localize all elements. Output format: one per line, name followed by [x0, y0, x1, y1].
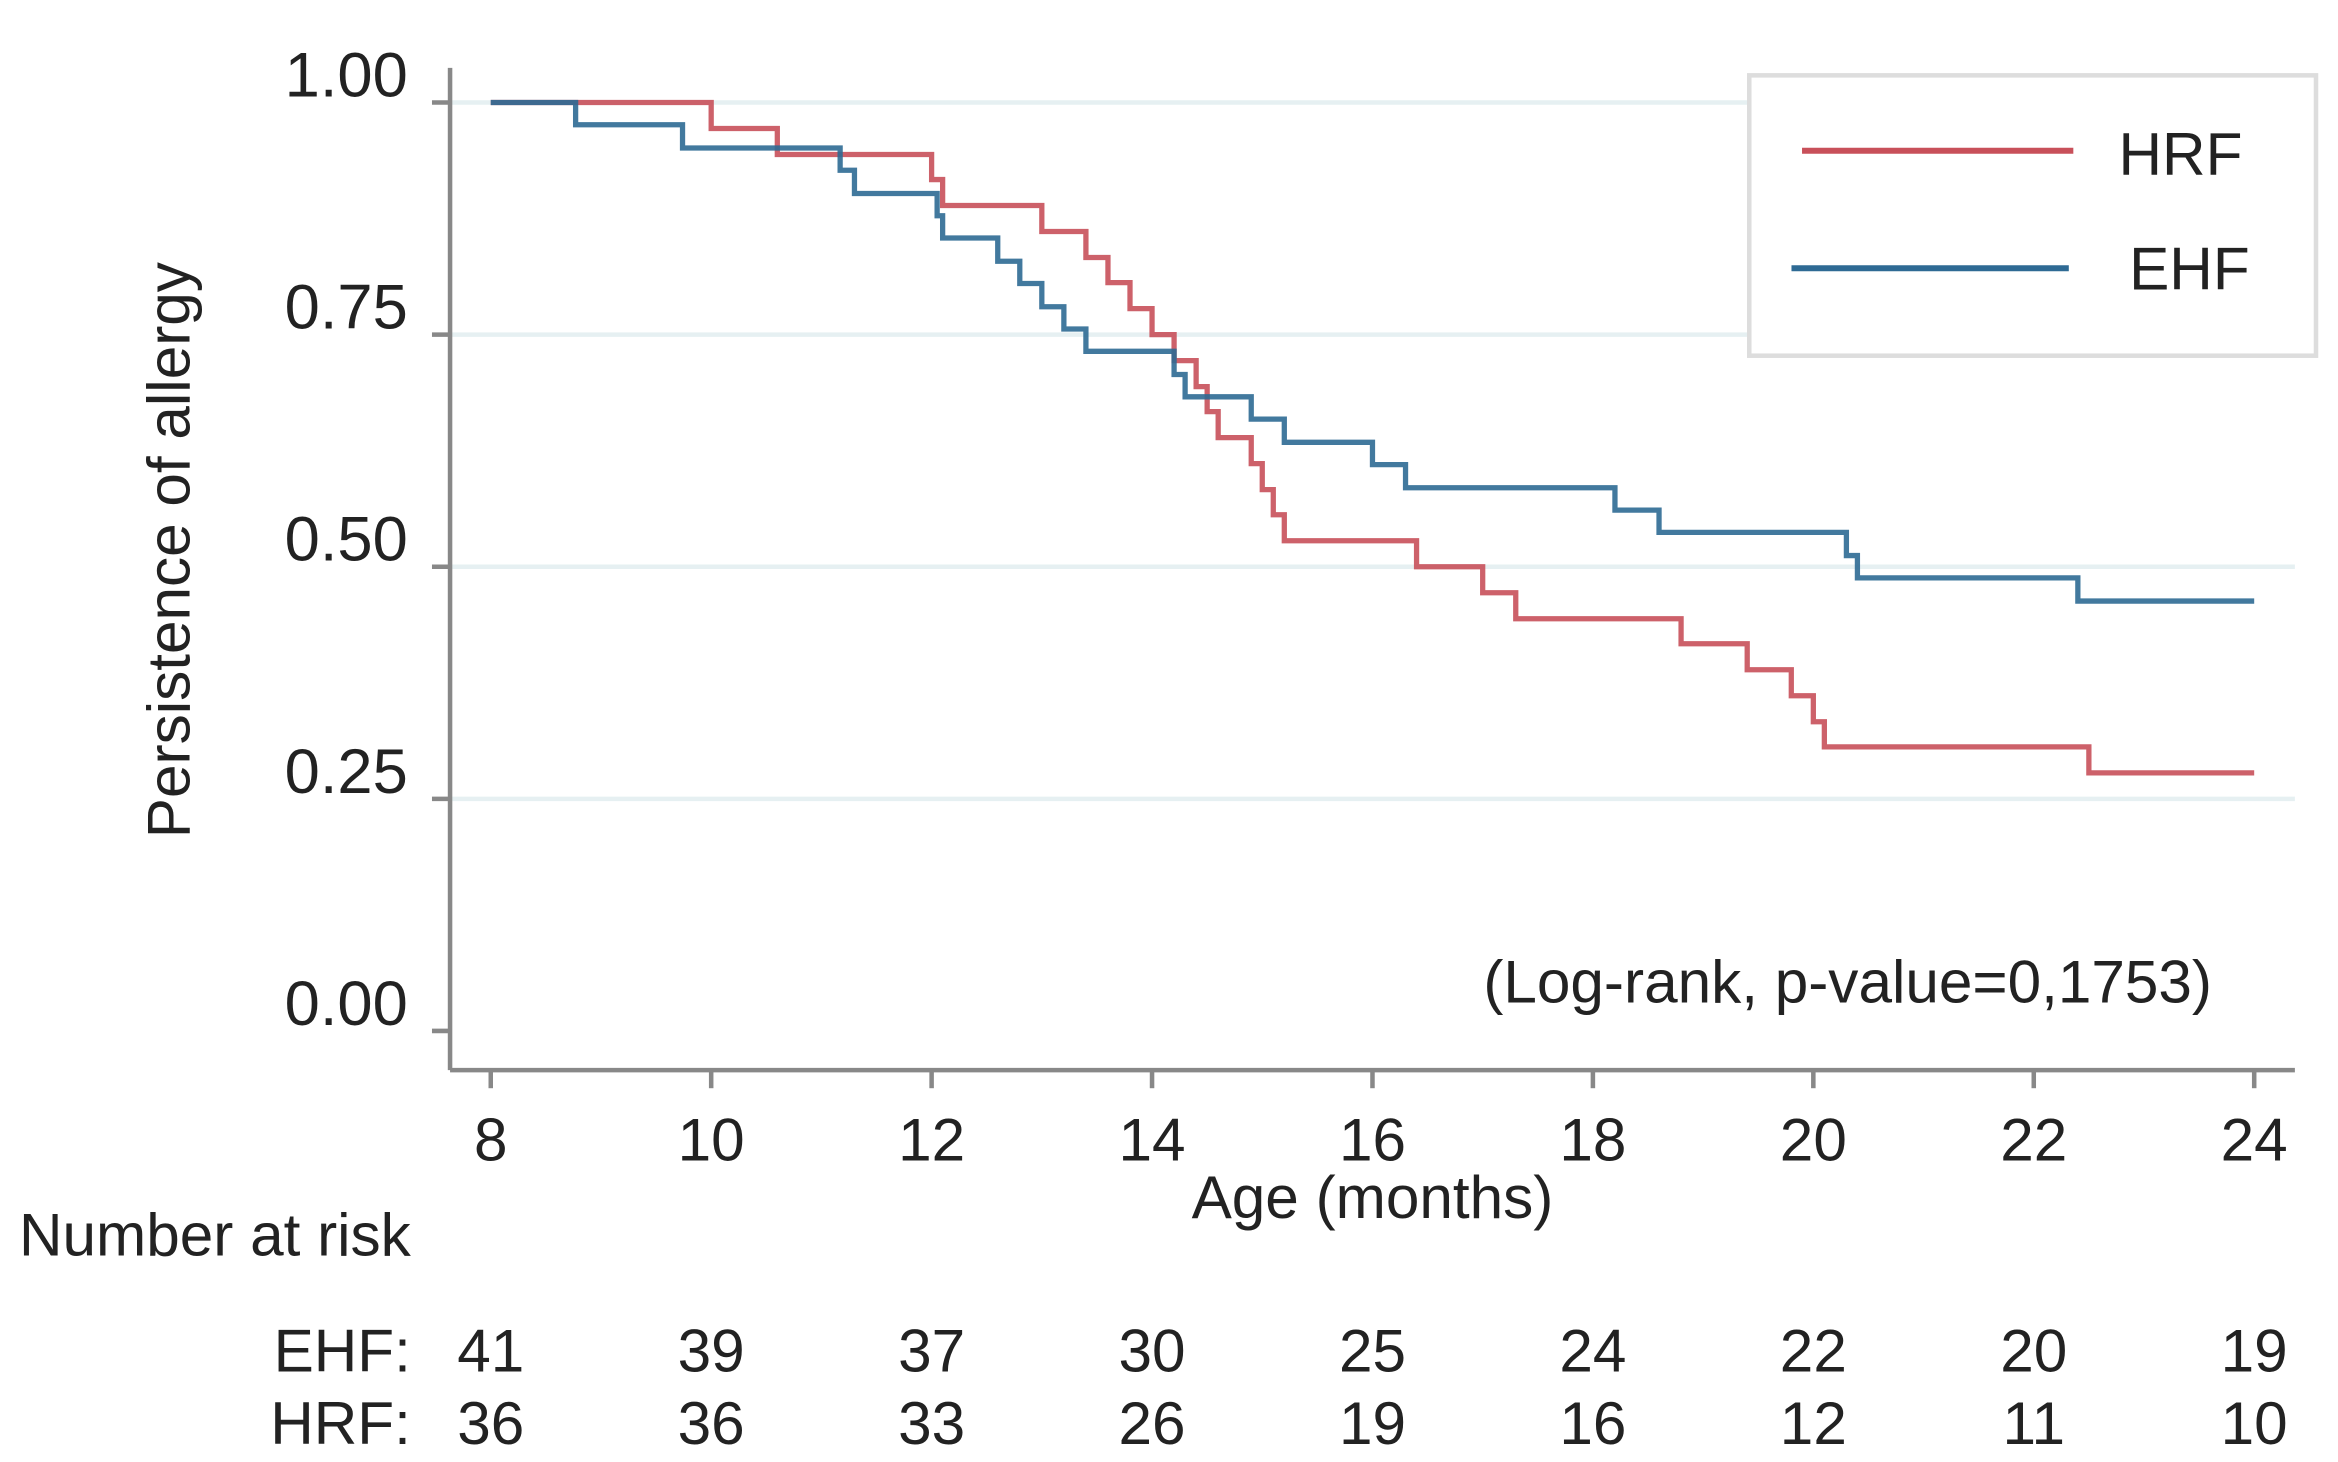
- risk-value: 12: [1780, 1389, 1847, 1457]
- risk-value: 36: [457, 1389, 524, 1457]
- risk-value: 20: [2000, 1317, 2067, 1385]
- y-tick-label: 0.25: [285, 737, 408, 807]
- x-tick-label: 14: [1119, 1106, 1186, 1174]
- y-axis-label: Persistence of allergy: [134, 261, 202, 838]
- y-tick-label: 0.75: [285, 273, 408, 343]
- y-tick-label: 0.50: [285, 505, 408, 575]
- risk-value: 41: [457, 1317, 524, 1385]
- legend-label-ehf: EHF: [2129, 234, 2250, 302]
- risk-value: 16: [1559, 1389, 1626, 1457]
- risk-row-label: HRF:: [270, 1389, 411, 1457]
- legend-box: [1747, 73, 2319, 358]
- risk-value: 37: [898, 1317, 965, 1385]
- series-line-ehf: [490, 99, 2255, 604]
- y-tick-label: 0.00: [285, 969, 408, 1039]
- logrank-annotation: (Log-rank, p-value=0,1753): [1483, 947, 2212, 1015]
- risk-value: 25: [1339, 1317, 1406, 1385]
- risk-value: 10: [2221, 1389, 2288, 1457]
- x-tick-label: 8: [474, 1106, 508, 1174]
- x-axis-label: Age (months): [1192, 1163, 1554, 1231]
- risk-row-label: EHF:: [274, 1317, 411, 1385]
- x-tick-label: 10: [678, 1106, 745, 1174]
- x-tick-label: 18: [1559, 1106, 1626, 1174]
- risk-value: 19: [1339, 1389, 1406, 1457]
- legend-label-hrf: HRF: [2119, 120, 2243, 188]
- risk-value: 19: [2221, 1317, 2288, 1385]
- risk-value: 33: [898, 1389, 965, 1457]
- risk-value: 39: [678, 1317, 745, 1385]
- x-tick-label: 20: [1780, 1106, 1847, 1174]
- risk-value: 26: [1119, 1389, 1186, 1457]
- y-tick-label: 1.00: [285, 40, 408, 110]
- legend: HRF EHF: [1747, 73, 2319, 358]
- risk-value: 22: [1780, 1317, 1847, 1385]
- series-line-hrf: [490, 99, 2255, 776]
- risk-table-title: Number at risk: [19, 1201, 412, 1269]
- risk-value: 11: [2002, 1389, 2065, 1457]
- risk-value: 24: [1559, 1317, 1626, 1385]
- x-tick-label: 16: [1339, 1106, 1406, 1174]
- risk-value: 30: [1119, 1317, 1186, 1385]
- x-tick-label: 22: [2000, 1106, 2067, 1174]
- risk-value: 36: [678, 1389, 745, 1457]
- x-tick-label: 24: [2221, 1106, 2288, 1174]
- x-tick-label: 12: [898, 1106, 965, 1174]
